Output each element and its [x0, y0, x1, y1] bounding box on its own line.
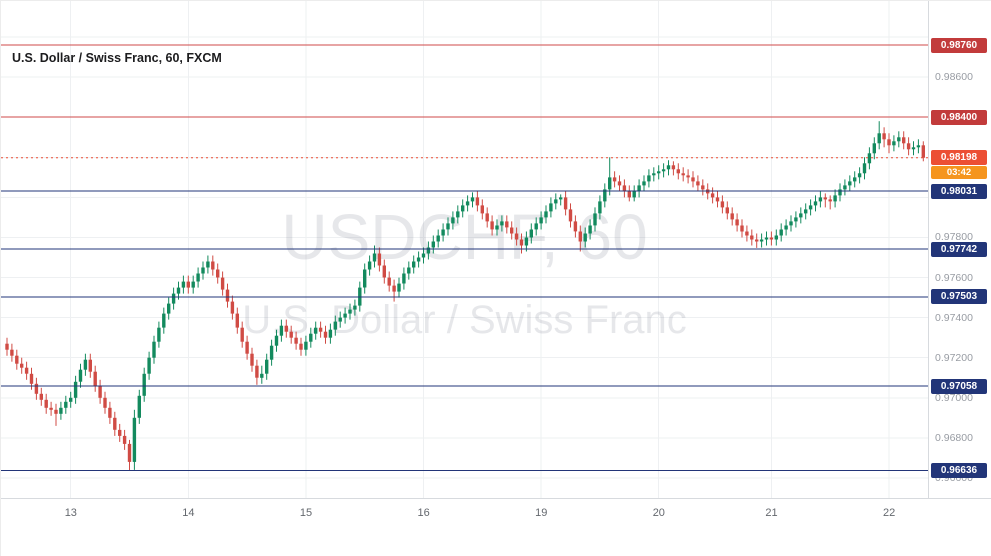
price-axis[interactable]: 0.98600 0.97800 0.97600 0.97400 0.97200 0.970…	[928, 1, 991, 498]
watermark-description: U.S. Dollar / Swiss Franc	[242, 298, 687, 342]
price-tick-label: 0.97000	[935, 391, 973, 404]
time-axis[interactable]: 13 14 15 16 19 20 21 22	[1, 498, 991, 556]
price-level-badge: 0.98400	[931, 109, 987, 125]
price-level-badge: 0.98031	[931, 183, 987, 199]
bar-countdown-badge: 03:42	[931, 166, 987, 180]
time-tick-label: 20	[652, 507, 665, 519]
price-tick-label: 0.98600	[935, 71, 973, 84]
price-level-badge: 0.97058	[931, 378, 987, 394]
time-tick-label: 14	[182, 507, 195, 519]
horizontal-level-lines[interactable]	[1, 44, 928, 472]
symbol-legend[interactable]: U.S. Dollar / Swiss Franc, 60, FXCM	[12, 51, 222, 65]
price-tick-label: 0.97600	[935, 271, 973, 284]
candlestick-canvas[interactable]: USDCHF, 60 U.S. Dollar / Swiss Franc	[1, 1, 928, 498]
current-price-badge: 0.98198	[931, 150, 987, 166]
time-tick-label: 15	[299, 507, 313, 519]
price-level-badge: 0.98760	[931, 37, 987, 53]
candlestick-series	[5, 121, 925, 471]
price-tick-label: 0.97200	[935, 351, 973, 364]
time-tick-label: 16	[417, 507, 430, 519]
price-tick-label: 0.96800	[935, 431, 973, 444]
chart-plot-area[interactable]: USDCHF, 60 U.S. Dollar / Swiss Franc U.S.…	[1, 1, 928, 498]
watermark: USDCHF, 60 U.S. Dollar / Swiss Franc	[242, 201, 687, 342]
price-tick-label: 0.97800	[935, 231, 973, 244]
watermark-symbol: USDCHF, 60	[281, 201, 647, 273]
time-tick-label: 22	[883, 507, 896, 519]
price-level-badge: 0.97503	[931, 289, 987, 305]
time-tick-label: 21	[765, 507, 778, 519]
time-tick-label: 19	[535, 507, 548, 519]
price-level-badge: 0.96636	[931, 463, 987, 479]
price-level-badge: 0.97742	[931, 241, 987, 257]
time-tick-label: 13	[64, 507, 77, 519]
price-tick-label: 0.97400	[935, 311, 973, 324]
